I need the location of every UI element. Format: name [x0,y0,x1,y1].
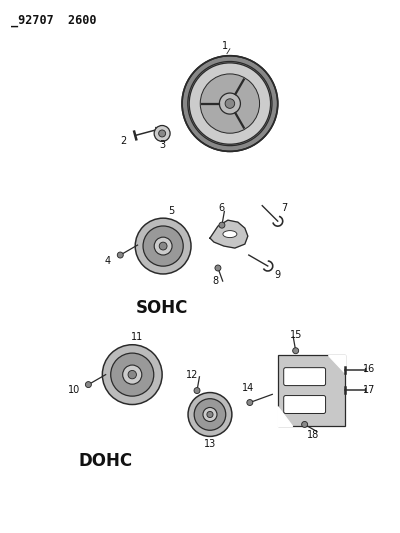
Circle shape [302,422,308,427]
Circle shape [154,125,170,141]
Circle shape [123,365,142,384]
Text: 2: 2 [120,136,126,147]
Text: 12: 12 [186,369,198,379]
Circle shape [188,393,232,437]
Circle shape [182,56,278,151]
Text: SOHC: SOHC [136,299,188,317]
Polygon shape [278,407,293,426]
Circle shape [128,370,136,379]
Circle shape [154,237,172,255]
Text: 7: 7 [282,203,288,213]
Text: 9: 9 [275,270,281,280]
Text: 18: 18 [306,431,319,440]
Text: 10: 10 [68,385,80,394]
Polygon shape [328,354,346,373]
Circle shape [219,93,240,114]
Text: 3: 3 [159,140,165,150]
Circle shape [159,242,167,250]
Circle shape [293,348,299,354]
Text: 8: 8 [212,276,218,286]
Circle shape [194,387,200,393]
Polygon shape [210,220,248,248]
Text: 14: 14 [242,383,254,393]
Circle shape [219,222,225,228]
Text: 11: 11 [131,332,143,342]
Circle shape [159,130,166,137]
FancyBboxPatch shape [284,368,326,385]
Text: DOHC: DOHC [78,453,132,470]
Text: 16: 16 [363,364,376,374]
Circle shape [203,407,217,422]
Circle shape [225,99,235,108]
Text: 6: 6 [219,203,225,213]
Circle shape [247,400,253,406]
Bar [278,354,346,426]
Circle shape [207,411,213,417]
Text: 17: 17 [363,385,376,394]
Circle shape [143,226,183,266]
Circle shape [194,399,226,430]
Circle shape [117,252,123,258]
Ellipse shape [223,231,237,238]
Circle shape [215,265,221,271]
Circle shape [85,382,91,387]
Circle shape [111,353,154,396]
Text: 1: 1 [222,41,228,51]
Text: 5: 5 [168,206,174,216]
Circle shape [102,345,162,405]
Circle shape [189,63,270,144]
FancyBboxPatch shape [284,395,326,414]
Text: _92707  2600: _92707 2600 [11,14,96,27]
Text: 4: 4 [104,256,110,266]
Circle shape [135,218,191,274]
Circle shape [200,74,260,133]
Text: 13: 13 [204,439,216,449]
Text: 15: 15 [290,330,302,340]
